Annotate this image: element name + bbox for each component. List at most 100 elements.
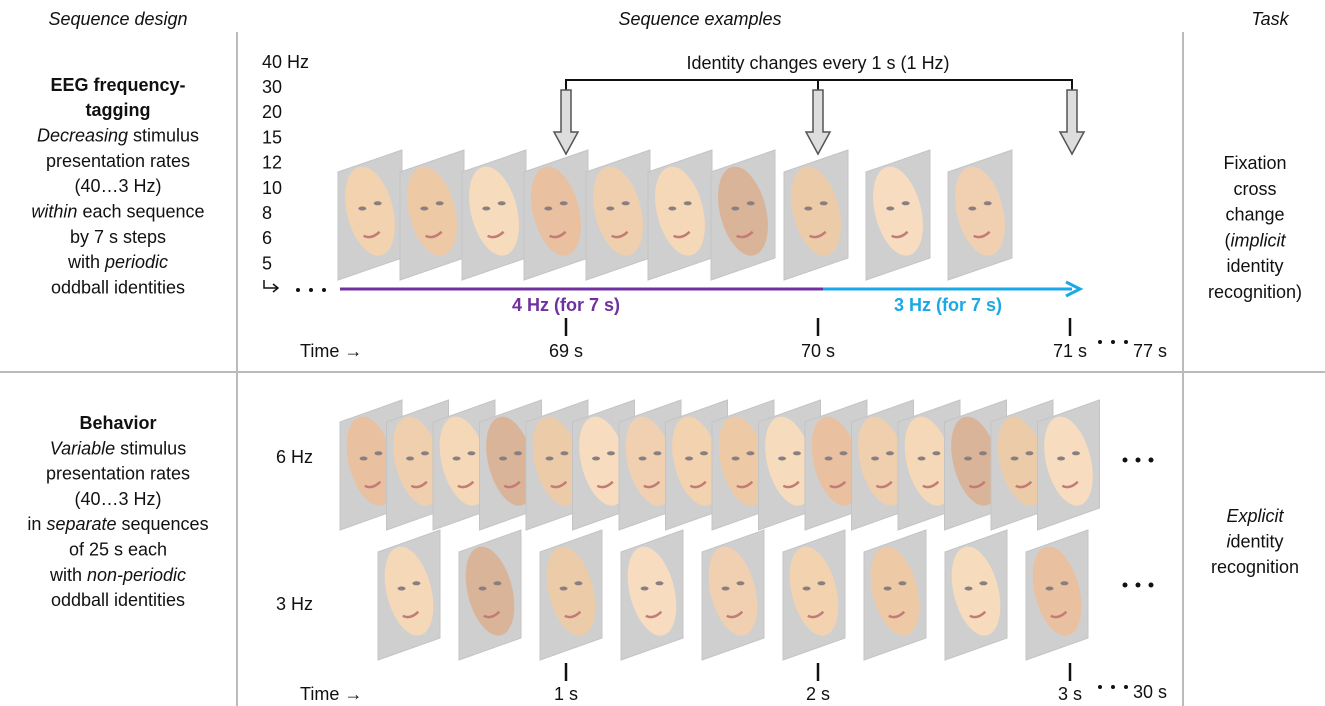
face — [672, 416, 721, 506]
text-run: stimulus — [128, 125, 199, 145]
block-line: within each sequence — [31, 201, 204, 221]
face — [951, 546, 1001, 636]
eye — [374, 451, 383, 456]
time-tick: 71 s — [1053, 341, 1087, 361]
text-run: periodic — [104, 252, 168, 272]
eye — [358, 206, 367, 211]
eye — [978, 451, 987, 456]
face — [439, 416, 489, 506]
eye — [412, 581, 421, 586]
text-run: oddball identities — [51, 590, 185, 610]
face — [870, 546, 920, 636]
text-run: cross — [1233, 179, 1276, 199]
eye — [871, 456, 880, 461]
mouth — [425, 230, 443, 239]
mouth — [410, 480, 428, 489]
eye — [499, 456, 508, 461]
eye — [886, 206, 895, 211]
eye — [731, 456, 740, 461]
face — [384, 546, 434, 636]
mouth — [888, 610, 906, 619]
eye — [545, 456, 554, 461]
text-run: separate — [46, 514, 116, 534]
text-run: change — [1225, 204, 1284, 224]
face — [655, 166, 705, 256]
face — [858, 416, 907, 506]
mouth — [564, 610, 582, 619]
dots — [1098, 340, 1154, 689]
eye — [817, 581, 826, 586]
text-run: ( — [1224, 230, 1230, 250]
eye — [482, 206, 491, 211]
block-line: identity — [1226, 256, 1283, 276]
mouth — [363, 230, 381, 239]
frequency-label: 15 — [262, 127, 282, 147]
face — [718, 166, 768, 256]
text-run: oddball identities — [51, 277, 185, 297]
eye — [493, 581, 502, 586]
mouth — [782, 480, 800, 489]
time-label: Time → — [300, 341, 362, 361]
eye — [1057, 456, 1066, 461]
text-run: with — [67, 252, 105, 272]
eye — [1010, 456, 1019, 461]
frequency-label: 30 — [262, 77, 282, 97]
eye — [792, 451, 801, 456]
eye — [497, 201, 506, 206]
mouth — [809, 230, 827, 239]
eye — [968, 206, 977, 211]
mouth — [973, 230, 991, 239]
face — [765, 416, 814, 506]
header: Task — [1251, 9, 1289, 29]
mouth — [1061, 480, 1079, 489]
mouth — [969, 610, 987, 619]
face — [997, 416, 1047, 506]
eye — [420, 206, 429, 211]
mouth — [596, 480, 614, 489]
face — [1044, 416, 1093, 506]
block-title: EEG frequency- — [50, 75, 185, 95]
text-run: Explicit — [1226, 506, 1284, 526]
block-line: identity — [1226, 531, 1283, 551]
eye — [746, 201, 755, 206]
face — [531, 166, 581, 256]
rate-label: 3 Hz (for 7 s) — [894, 295, 1002, 315]
text-run: in — [27, 514, 46, 534]
text-run: with — [49, 565, 87, 585]
eye — [746, 451, 755, 456]
block-line: of 25 s each — [69, 539, 167, 559]
face — [579, 416, 628, 506]
text-run: recognition — [1211, 557, 1299, 577]
block-line: presentation rates — [46, 151, 190, 171]
header: Sequence design — [48, 9, 187, 29]
text-run: (40…3 Hz) — [74, 489, 161, 509]
eye — [513, 451, 522, 456]
eye — [606, 451, 615, 456]
text-run: presentation rates — [46, 151, 190, 171]
mouth — [457, 480, 475, 489]
mouth — [726, 610, 744, 619]
eye — [1025, 451, 1034, 456]
eye — [1071, 451, 1080, 456]
text-run: implicit — [1230, 230, 1286, 250]
text-run: each sequence — [77, 201, 204, 221]
text-run: (40…3 Hz) — [74, 176, 161, 196]
eye — [932, 451, 941, 456]
block-line: (implicit — [1224, 230, 1286, 250]
block-line: with non-periodic — [49, 565, 186, 585]
mouth — [875, 480, 893, 489]
eye — [544, 206, 553, 211]
block-title: Behavior — [79, 413, 156, 433]
end-time: 77 s — [1133, 341, 1167, 361]
eye — [560, 451, 569, 456]
text-run: Decreasing — [37, 125, 128, 145]
text-run: Fixation — [1223, 153, 1286, 173]
mouth — [503, 480, 521, 489]
eye — [397, 586, 406, 591]
eye — [621, 201, 630, 206]
eye — [824, 456, 833, 461]
eye — [898, 581, 907, 586]
mouth — [736, 230, 754, 239]
face — [718, 416, 768, 506]
mouth — [736, 480, 754, 489]
